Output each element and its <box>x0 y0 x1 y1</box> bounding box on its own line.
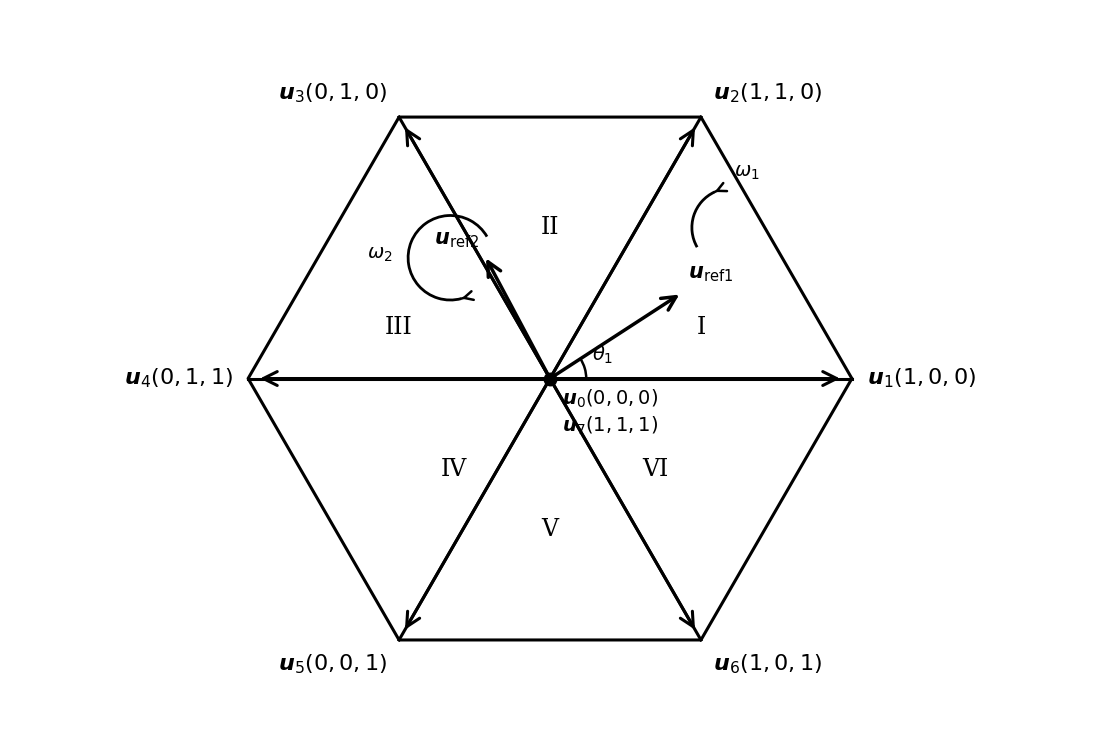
Text: $\boldsymbol{u}_7(1,1,1)$: $\boldsymbol{u}_7(1,1,1)$ <box>562 415 658 437</box>
Text: VI: VI <box>642 457 669 481</box>
Text: II: II <box>541 216 559 239</box>
Text: $\boldsymbol{u}_0(0,0,0)$: $\boldsymbol{u}_0(0,0,0)$ <box>562 388 658 410</box>
Text: $\omega_1$: $\omega_1$ <box>734 163 760 182</box>
Text: IV: IV <box>440 457 466 481</box>
Text: $\boldsymbol{u}_{\rm ref1}$: $\boldsymbol{u}_{\rm ref1}$ <box>688 264 733 284</box>
Text: $\boldsymbol{u}_5(0,0,1)$: $\boldsymbol{u}_5(0,0,1)$ <box>277 652 387 676</box>
Text: $\boldsymbol{u}_{\rm ref2}$: $\boldsymbol{u}_{\rm ref2}$ <box>433 230 478 250</box>
Text: III: III <box>385 315 412 339</box>
Text: $\boldsymbol{u}_6(1,0,1)$: $\boldsymbol{u}_6(1,0,1)$ <box>713 652 823 676</box>
Text: $\boldsymbol{u}_3(0,1,0)$: $\boldsymbol{u}_3(0,1,0)$ <box>277 81 387 105</box>
Text: $\boldsymbol{u}_2(1,1,0)$: $\boldsymbol{u}_2(1,1,0)$ <box>713 81 823 105</box>
Text: $\boldsymbol{u}_4(0,1,1)$: $\boldsymbol{u}_4(0,1,1)$ <box>124 366 233 391</box>
Text: $\omega_2$: $\omega_2$ <box>367 246 393 264</box>
Text: $\boldsymbol{u}_1(1,0,0)$: $\boldsymbol{u}_1(1,0,0)$ <box>867 366 976 391</box>
Text: $\theta_1$: $\theta_1$ <box>592 344 614 366</box>
Text: V: V <box>541 518 559 541</box>
Text: I: I <box>696 315 705 339</box>
